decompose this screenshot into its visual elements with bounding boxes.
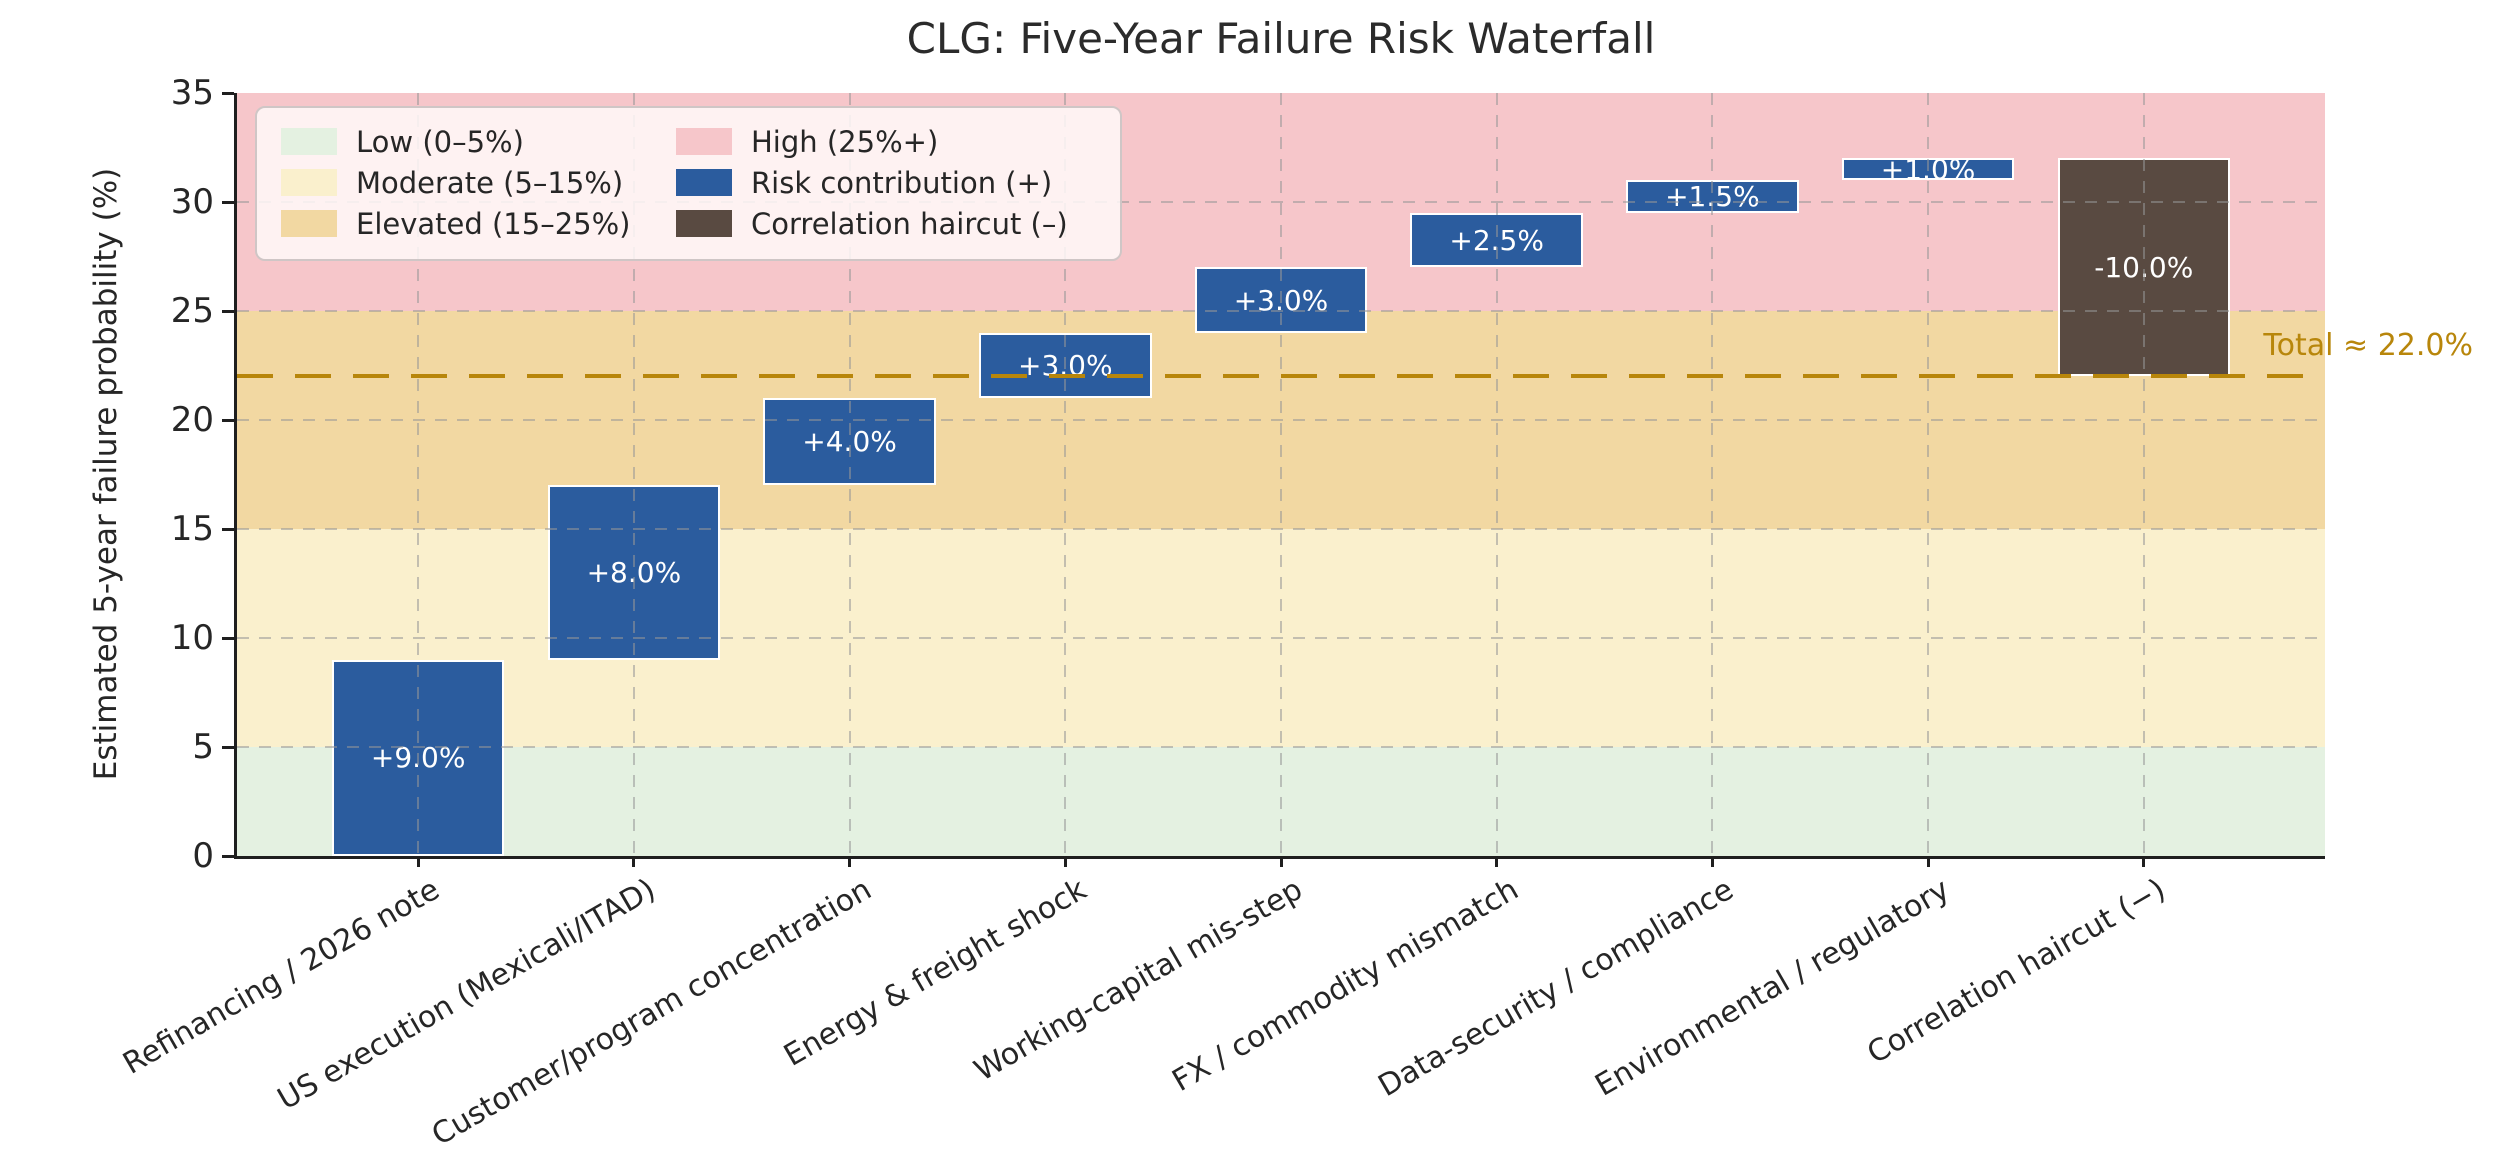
horizontal-gridline [237, 419, 2325, 421]
legend-item: Low (0–5%) [281, 125, 676, 159]
x-tick-mark [1495, 856, 1499, 867]
y-tick-label: 10 [170, 618, 214, 658]
x-tick-label: US execution (Mexicali/ITAD) [271, 872, 662, 1118]
legend-swatch [281, 210, 337, 237]
x-tick-mark [1063, 856, 1067, 867]
y-tick-mark [222, 309, 234, 313]
legend-label: Risk contribution (+) [751, 165, 1053, 200]
legend-item: Risk contribution (+) [676, 166, 1096, 200]
vertical-gridline [2142, 93, 2145, 856]
legend-swatch [281, 169, 337, 196]
vertical-gridline [1495, 93, 1498, 856]
legend-label: Moderate (5–15%) [356, 165, 624, 200]
vertical-gridline [632, 93, 635, 856]
legend-swatch [676, 169, 732, 196]
y-tick-label: 20 [170, 400, 214, 440]
legend-swatch [676, 210, 732, 237]
y-tick-label: 30 [170, 182, 214, 222]
y-tick-mark [222, 418, 234, 422]
y-axis-spine [234, 93, 237, 859]
x-tick-mark [1279, 856, 1283, 867]
vertical-gridline [1927, 93, 1930, 856]
x-tick-mark [632, 856, 636, 867]
total-reference-line [237, 374, 2325, 379]
y-tick-label: 0 [192, 836, 214, 876]
y-tick-mark [222, 200, 234, 204]
y-axis-title: Estimated 5-year failure probability (%) [88, 167, 124, 781]
horizontal-gridline [237, 310, 2325, 312]
legend-item: Correlation haircut (–) [676, 207, 1096, 241]
y-tick-mark [222, 527, 234, 531]
x-tick-mark [848, 856, 852, 867]
y-tick-mark [222, 636, 234, 640]
y-tick-label: 15 [170, 509, 214, 549]
x-tick-mark [1710, 856, 1714, 867]
horizontal-gridline [237, 637, 2325, 639]
y-tick-label: 5 [192, 727, 214, 767]
plot-area: +9.0% +8.0% +4.0% +3.0% +3.0% +2.5% +1.5% +1.0%… [117, 75, 2473, 1153]
x-tick-mark [2142, 856, 2146, 867]
total-annotation: Total ≈ 22.0% [2263, 328, 2473, 364]
y-tick-mark [222, 91, 234, 95]
legend-swatch [281, 128, 337, 155]
chart-title: CLG: Five-Year Failure Risk Waterfall [906, 14, 1656, 63]
horizontal-gridline [237, 201, 2325, 203]
vertical-gridline [417, 93, 420, 856]
legend: Low (0–5%) High (25%+) Moderate (5–15%) Ris… [255, 106, 1122, 261]
y-tick-label: 35 [170, 73, 214, 113]
legend-label: Correlation haircut (–) [751, 206, 1068, 241]
y-tick-mark [222, 745, 234, 749]
legend-swatch [676, 128, 732, 155]
legend-label: Elevated (15–25%) [356, 206, 631, 241]
vertical-gridline [1280, 93, 1282, 856]
legend-label: Low (0–5%) [356, 124, 524, 159]
x-tick-mark [1926, 856, 1930, 867]
horizontal-gridline [237, 746, 2325, 748]
vertical-gridline [1064, 93, 1067, 856]
vertical-gridline [848, 93, 851, 856]
vertical-gridline [1711, 93, 1714, 856]
horizontal-gridline [237, 528, 2325, 530]
x-tick-mark [416, 856, 420, 867]
legend-label: High (25%+) [751, 124, 939, 159]
legend-item: Elevated (15–25%) [281, 207, 676, 241]
legend-item: Moderate (5–15%) [281, 166, 676, 200]
y-tick-label: 25 [170, 291, 214, 331]
legend-item: High (25%+) [676, 125, 1096, 159]
y-tick-mark [222, 854, 234, 858]
